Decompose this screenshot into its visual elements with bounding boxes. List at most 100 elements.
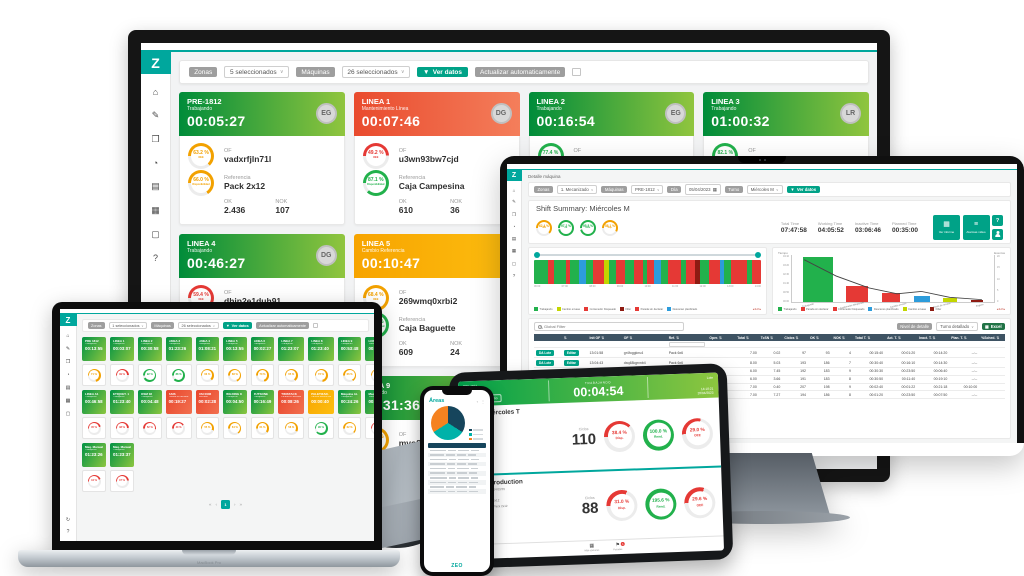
- excel-export-button[interactable]: ▦ Excel: [981, 322, 1005, 331]
- zeo-logo[interactable]: Z: [60, 314, 77, 326]
- machine-mini-card[interactable]: FUTSONE Trabajando 00:16:49 61 %: [250, 390, 275, 439]
- machine-mini-card[interactable]: OSI 0606 Averiada 00:02:28 55 %: [195, 390, 220, 439]
- help-icon[interactable]: ?: [512, 273, 516, 278]
- editar-button[interactable]: Editar: [563, 359, 579, 366]
- help-icon[interactable]: ?: [152, 253, 158, 263]
- table-row[interactable]: DA Lote Editar 13:04:43 dxq48kgrvnb4 Pack …: [534, 357, 1005, 368]
- help-button[interactable]: ?: [992, 215, 1003, 226]
- machine-mini-card[interactable]: LINEA 5 Trabajando 00:13:55 68 %: [223, 337, 247, 386]
- table-row[interactable]: [428, 470, 486, 476]
- auto-refresh-toggle[interactable]: [572, 68, 581, 76]
- machine-mini-card[interactable]: TWISTACK Parada sin declarar 00:08:26 58…: [278, 390, 305, 439]
- machine-mini-card[interactable]: LINEA 1 Trabajando 00:03:07 49 %: [110, 337, 135, 386]
- table-row[interactable]: [428, 476, 486, 481]
- slider-handle-left[interactable]: [534, 252, 540, 258]
- column-header[interactable]: Ciclos: [782, 334, 808, 342]
- table-row[interactable]: [428, 485, 486, 490]
- machine-mini-card[interactable]: ASIS Parada sin declarar 00:19:27 40 %: [165, 390, 192, 439]
- global-filter-box[interactable]: [534, 322, 684, 332]
- machines-icon[interactable]: ❒: [65, 359, 71, 365]
- next-page-icon[interactable]: ›: [234, 502, 236, 507]
- column-header[interactable]: Total T.: [852, 334, 886, 342]
- table-row[interactable]: [428, 452, 486, 458]
- ver-datos-button[interactable]: ▼ Ver datos: [417, 66, 468, 78]
- edit-icon[interactable]: ✎: [151, 110, 160, 120]
- machine-mini-card[interactable]: LINEA 4 Trabajando 01:08:21 63 %: [195, 337, 220, 386]
- turno-select[interactable]: Miércoles M ∨: [746, 184, 783, 195]
- prev-page-icon[interactable]: ‹: [215, 502, 218, 507]
- ver-datos-button[interactable]: ▼ Ver datos: [786, 185, 821, 194]
- zonas-select[interactable]: 5 seleccionados ∨: [224, 65, 290, 79]
- column-header[interactable]: NOK: [831, 334, 853, 342]
- machine-mini-card[interactable]: LONGSEAM Trabajando 00:08:26 75 %: [365, 337, 374, 386]
- machines-icon[interactable]: ❒: [151, 134, 160, 144]
- column-header[interactable]: Act. T.: [885, 334, 918, 342]
- machine-mini-card[interactable]: PRE 1812 Trabajando 00:13:55 71 %: [82, 337, 107, 386]
- machine-mini-card[interactable]: LINEA 6 Trabajando 00:02:27 70 %: [250, 337, 275, 386]
- edit-icon[interactable]: ✎: [512, 199, 516, 204]
- zeo-logo[interactable]: Z: [507, 170, 522, 181]
- column-header[interactable]: [561, 334, 588, 342]
- menu-icon[interactable]: ⋮: [481, 398, 485, 404]
- editar-button[interactable]: Editar: [563, 349, 579, 356]
- calendar-icon[interactable]: ▦: [151, 205, 160, 215]
- table-row[interactable]: [428, 461, 486, 467]
- paradas-button[interactable]: ⚑ Paradas 1: [613, 541, 626, 552]
- chart-icon[interactable]: ▤: [65, 385, 71, 391]
- machine-mini-card[interactable]: WILDING K Trabajando 00:04:50 64 %: [223, 390, 247, 439]
- table-row[interactable]: [428, 448, 486, 453]
- machine-mini-card[interactable]: PALETIZAD. Cambio Referencia 00:00:40 90…: [308, 390, 334, 439]
- back-icon[interactable]: ‹: [476, 398, 478, 404]
- table-row[interactable]: [428, 489, 486, 494]
- oee-icon[interactable]: ◔: [152, 158, 159, 168]
- oee-icon[interactable]: ◔: [66, 372, 70, 378]
- more-options-button[interactable]: ▦ Más opciones: [584, 542, 600, 553]
- oee-icon[interactable]: ◔: [512, 224, 516, 229]
- column-header[interactable]: %Sched.: [979, 334, 1005, 342]
- machine-mini-card[interactable]: Maq. Manual Trabajando 01:23:26 44 %: [82, 443, 107, 492]
- column-header[interactable]: Inact. T.: [917, 334, 950, 342]
- machine-mini-card[interactable]: LINEA 8 Trabajando 01:23:40 72 %: [308, 337, 334, 386]
- column-header[interactable]: Ref.: [666, 334, 708, 342]
- column-header[interactable]: Init OF: [587, 334, 622, 342]
- screens-icon[interactable]: ▢: [151, 229, 160, 239]
- chart-icon[interactable]: ▤: [511, 235, 517, 241]
- legend-pager[interactable]: ◂ 1/2 ▸: [752, 307, 761, 311]
- machine-mini-card[interactable]: LINEA 2 Trabajando 00:30:58 92 %: [138, 337, 162, 386]
- machine-mini-card[interactable]: LINEA 7 Trabajando 01:23:07 65 %: [278, 337, 305, 386]
- machine-mini-card[interactable]: LINEA A1 Trabajando 00:46:58 45 %: [82, 390, 107, 439]
- nivel-select[interactable]: Turno detallado ∨: [936, 322, 978, 332]
- global-filter-input[interactable]: [544, 324, 680, 330]
- table-row[interactable]: DA Lote Editar 13:01:58 gr4fogglcru4 Pack …: [534, 347, 1005, 359]
- machine-mini-card[interactable]: Maq. Sold. Trabajando 00:07:57 46 %: [365, 390, 374, 439]
- screens-icon[interactable]: ▢: [511, 260, 517, 266]
- column-header[interactable]: TcSN: [758, 334, 783, 342]
- first-page-icon[interactable]: «: [208, 502, 212, 507]
- help-icon[interactable]: ?: [66, 529, 70, 535]
- column-header[interactable]: OF: [621, 334, 667, 342]
- column-header[interactable]: Plan. T.: [949, 334, 980, 342]
- factory-icon[interactable]: ⌂: [512, 187, 516, 193]
- factory-icon[interactable]: ⌂: [152, 87, 159, 97]
- zonas-select[interactable]: 1. Mecanizado ∨: [556, 184, 598, 195]
- maquinas-select[interactable]: PRE-1812 ∨: [630, 184, 664, 195]
- calendar-icon[interactable]: ▦: [511, 248, 517, 253]
- machine-mini-card[interactable]: Máquina AL Trabajando 00:24:26 62 %: [337, 390, 362, 439]
- ver-datos-button[interactable]: ▼ Ver datos: [222, 322, 253, 329]
- machine-card[interactable]: PRE-1812 Trabajando 00:05:27 EG 63.2 % OE…: [179, 92, 345, 225]
- column-filter-input[interactable]: [668, 342, 706, 347]
- zonas-select[interactable]: 1 seleccionados ∨: [108, 321, 148, 330]
- date-input[interactable]: 05/04/2023 ▦: [685, 184, 721, 195]
- alarmas-video-button[interactable]: ≡ Alarmas vídeo: [962, 215, 990, 240]
- maquinas-select[interactable]: 26 seleccionados ∨: [177, 321, 219, 330]
- auto-refresh-toggle[interactable]: [313, 323, 318, 328]
- edit-icon[interactable]: ✎: [65, 346, 71, 352]
- machine-mini-card[interactable]: LINEA 9 Trabajando 00:53:48 66 %: [337, 337, 362, 386]
- slider-handle-right[interactable]: [755, 252, 761, 258]
- zeo-logo[interactable]: Z: [141, 52, 171, 74]
- da-lote-button[interactable]: DA Lote: [536, 359, 555, 366]
- screens-icon[interactable]: ▢: [65, 411, 71, 417]
- machines-icon[interactable]: ❒: [511, 211, 517, 217]
- da-lote-button[interactable]: DA Lote: [536, 349, 555, 356]
- chart-icon[interactable]: ▤: [151, 181, 160, 191]
